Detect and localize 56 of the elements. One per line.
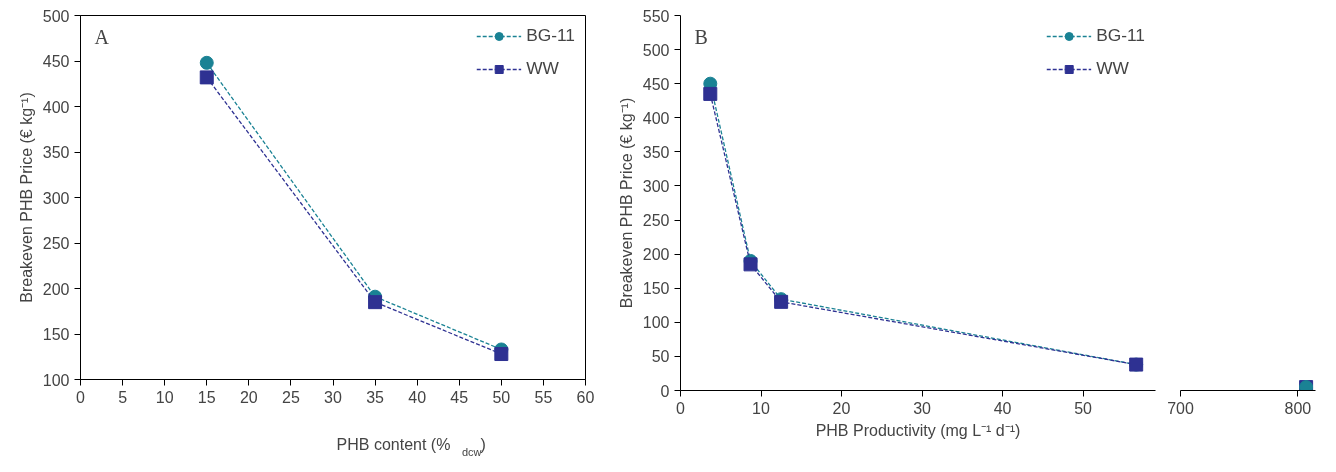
y-tick-label: 500: [42, 7, 70, 25]
y-tick-label: 350: [642, 143, 670, 161]
y-tick-label: 500: [642, 41, 670, 59]
point: [703, 86, 718, 101]
x-tick-label: 50: [492, 388, 511, 406]
point: [743, 257, 758, 272]
x-tick-label: 700: [1167, 399, 1194, 417]
point: [368, 295, 383, 310]
point: [494, 347, 509, 362]
y-tick-label: 200: [42, 280, 70, 298]
x-tick-label: 45: [450, 388, 469, 406]
y-tick-label: 450: [42, 53, 70, 70]
legend-label: BG-11: [526, 25, 575, 46]
x-axis-title: PHB Productivity (mg L⁻¹ d⁻¹): [815, 421, 1021, 439]
legend-label: WW: [526, 58, 559, 79]
y-tick-label: 250: [42, 235, 70, 252]
x-tick-label: 40: [993, 399, 1012, 417]
x-tick-label: 30: [913, 399, 932, 417]
y-tick-label: 150: [42, 326, 70, 343]
y-tick-label: 100: [42, 371, 70, 389]
y-tick-label: 150: [642, 280, 670, 298]
annotation: B: [694, 25, 708, 48]
y-tick-label: 450: [642, 75, 670, 93]
legend-label: WW: [1096, 58, 1129, 79]
x-tick-label: 55: [534, 388, 553, 406]
y-axis-title: Breakeven PHB Price (€ kg⁻¹): [617, 97, 635, 309]
y-tick-label: 400: [642, 109, 670, 127]
x-tick-label: 5: [118, 388, 128, 406]
x-tick-label: 40: [408, 388, 427, 406]
x-tick-label: 10: [752, 399, 771, 417]
x-tick-label: 60: [576, 388, 595, 406]
x-tick-label: 35: [366, 388, 385, 406]
x-tick-label: 0: [76, 388, 86, 406]
y-tick-label: 400: [42, 98, 70, 116]
point: [199, 55, 214, 70]
annotation: A: [94, 25, 110, 48]
x-tick-label: 25: [282, 388, 300, 406]
x-tick-label: 20: [239, 388, 258, 406]
x-tick-label: 0: [676, 399, 686, 417]
x-tick-label: 15: [197, 388, 216, 406]
y-tick-label: 300: [642, 177, 670, 195]
x-tick-label: 50: [1074, 399, 1093, 417]
y-tick-label: 250: [642, 212, 670, 230]
x-tick-label: 800: [1284, 399, 1312, 417]
y-tick-label: 50: [651, 348, 670, 366]
y-tick-label: 550: [642, 7, 670, 25]
x-tick-label: 20: [832, 399, 851, 417]
legend-label: BG-11: [1096, 25, 1145, 46]
x-tick-label: 30: [324, 388, 342, 406]
y-tick-label: 350: [42, 144, 70, 161]
x-tick-label: 10: [155, 388, 174, 406]
y-tick-label: 300: [42, 189, 70, 207]
y-tick-label: 100: [642, 314, 670, 332]
point: [199, 70, 214, 85]
y-tick-label: 200: [642, 246, 670, 264]
y-axis-title: Breakeven PHB Price (€ kg⁻¹): [17, 92, 35, 303]
